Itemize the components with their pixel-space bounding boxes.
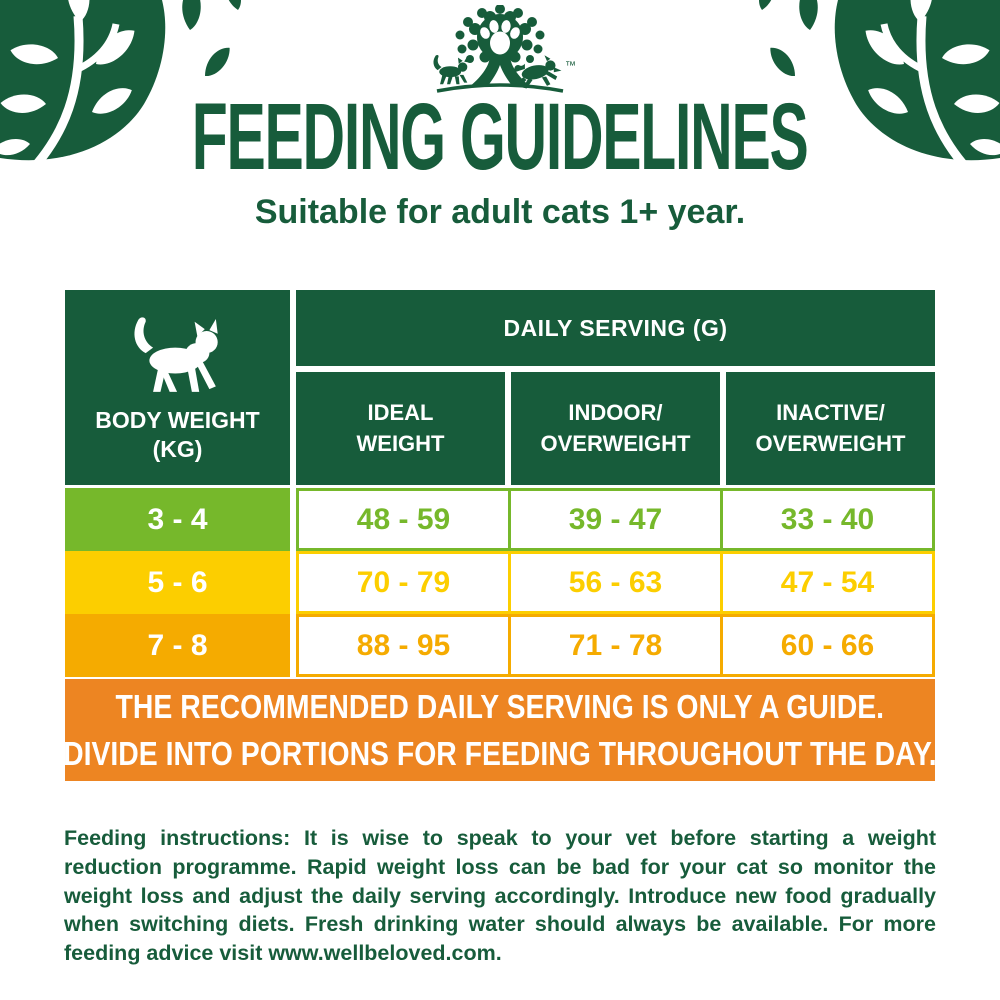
serving-cell: 88 - 95: [299, 617, 508, 674]
leaf-decoration-left-icon: [0, 0, 243, 178]
table-row-7-8: 7 - 8 88 - 95 71 - 78 60 - 66: [65, 614, 935, 677]
table-row-5-6: 5 - 6 70 - 79 56 - 63 47 - 54: [65, 551, 935, 614]
page-title: FEEDING GUIDELINES: [0, 84, 1000, 190]
body-weight-header: BODY WEIGHT (KG): [65, 290, 290, 485]
column-header-indoor-overweight: INDOOR/ OVERWEIGHT: [511, 372, 720, 485]
daily-serving-header: DAILY SERVING (G): [296, 290, 935, 366]
table-row-3-4: 3 - 4 48 - 59 39 - 47 33 - 40: [65, 488, 935, 551]
serving-cell: 70 - 79: [299, 554, 508, 611]
serving-cell: 48 - 59: [299, 491, 508, 548]
page-title-text: FEEDING GUIDELINES: [192, 84, 809, 190]
serving-cell: 33 - 40: [723, 491, 932, 548]
body-weight-cell: 3 - 4: [65, 488, 290, 551]
serving-cell: 56 - 63: [511, 554, 720, 611]
cat-icon: [133, 317, 218, 392]
serving-values: 88 - 95 71 - 78 60 - 66: [296, 614, 935, 677]
daily-serving-label: DAILY SERVING (G): [503, 314, 728, 341]
serving-cell: 39 - 47: [511, 491, 720, 548]
serving-values: 70 - 79 56 - 63 47 - 54: [296, 551, 935, 614]
column-header-ideal-weight: IDEAL WEIGHT: [296, 372, 505, 485]
trademark-symbol: ™: [565, 60, 576, 72]
banner-line-2: DIVIDE INTO PORTIONS FOR FEEDING THROUGH…: [63, 734, 937, 772]
guide-banner: THE RECOMMENDED DAILY SERVING IS ONLY A …: [63, 679, 937, 781]
body-weight-cell: 5 - 6: [65, 551, 290, 614]
feeding-instructions: Feeding instructions: It is wise to spea…: [64, 826, 936, 966]
table-header: BODY WEIGHT (KG) DAILY SERVING (G) IDEAL…: [65, 290, 935, 485]
brand-tree-logo-icon: ™: [433, 5, 576, 93]
body-weight-cell: 7 - 8: [65, 614, 290, 677]
serving-cell: 47 - 54: [723, 554, 932, 611]
leaf-decoration-right-icon: [757, 0, 1000, 178]
serving-cell: 60 - 66: [723, 617, 932, 674]
feeding-table: BODY WEIGHT (KG) DAILY SERVING (G) IDEAL…: [63, 290, 937, 781]
serving-values: 48 - 59 39 - 47 33 - 40: [296, 488, 935, 551]
column-headers: IDEAL WEIGHT INDOOR/ OVERWEIGHT INACTIVE…: [296, 372, 935, 485]
serving-cell: 71 - 78: [511, 617, 720, 674]
body-weight-label: BODY WEIGHT (KG): [95, 406, 260, 462]
table-body: 3 - 4 48 - 59 39 - 47 33 - 40 5 - 6 70 -…: [65, 488, 935, 677]
daily-serving-header-group: DAILY SERVING (G) IDEAL WEIGHT INDOOR/ O…: [296, 290, 935, 485]
page-subtitle: Suitable for adult cats 1+ year.: [254, 193, 746, 231]
column-header-inactive-overweight: INACTIVE/ OVERWEIGHT: [726, 372, 935, 485]
banner-line-1: THE RECOMMENDED DAILY SERVING IS ONLY A …: [115, 687, 885, 725]
